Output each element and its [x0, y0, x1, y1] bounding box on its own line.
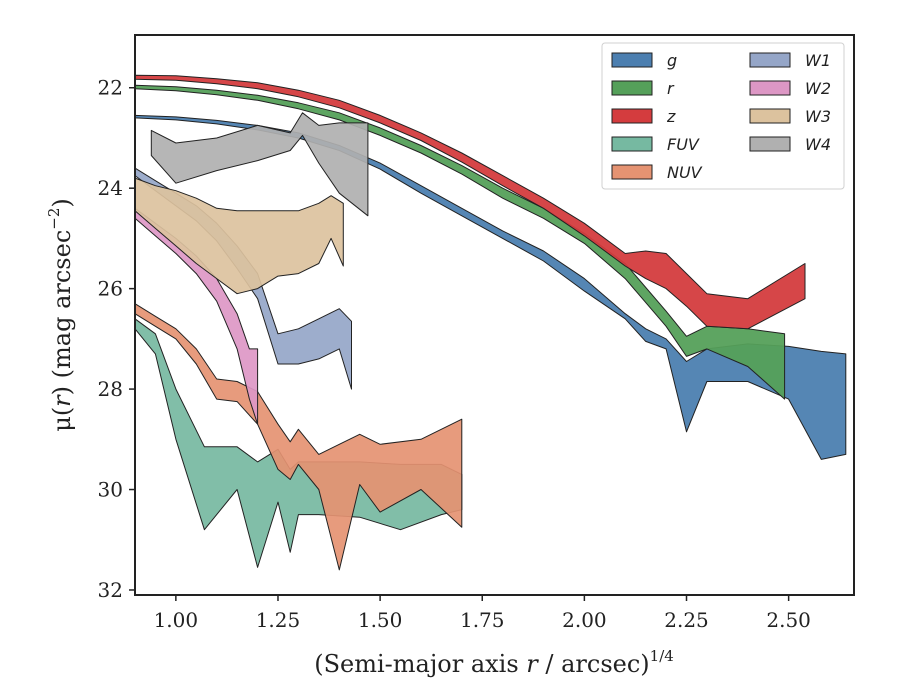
legend-label-w1: W1: [805, 51, 831, 70]
band-w3: [134, 177, 344, 295]
legend-label-g: g: [667, 51, 677, 70]
y-tick-label: 32: [98, 578, 123, 602]
legend-swatch-nuv: [611, 164, 653, 180]
band-w4: [150, 112, 369, 217]
legend-swatch-w1: [749, 52, 791, 68]
x-tick-label: 2.25: [664, 608, 709, 632]
legend-label-z: z: [666, 107, 676, 126]
x-tick-label: 1.75: [460, 608, 505, 632]
legend-swatch-w2: [749, 80, 791, 96]
band-g: [134, 114, 847, 460]
x-tick-label: 2.50: [766, 608, 811, 632]
legend-label-r: r: [667, 79, 675, 98]
y-tick-label: 28: [98, 377, 123, 401]
legend-label-nuv: NUV: [667, 163, 703, 182]
x-tick-label: 1.25: [256, 608, 301, 632]
band-z: [134, 74, 806, 330]
x-tick-label: 1.00: [154, 608, 199, 632]
legend-swatch-r: [611, 80, 653, 96]
x-tick-label: 1.50: [358, 608, 403, 632]
band-nuv: [134, 303, 463, 571]
legend: grz FUV NUV W1 W2 W3 W4: [601, 42, 845, 190]
legend-swatch-fuv: [611, 136, 653, 152]
y-tick-label: 24: [98, 176, 123, 200]
legend-swatch-z: [611, 108, 653, 124]
y-axis-label: μ(r) (mag arcsec−2): [45, 198, 76, 432]
legend-label-w3: W3: [805, 107, 831, 126]
legend-label-fuv: FUV: [667, 135, 700, 154]
y-axis-ticks: 22 24 26 28 30 32: [98, 76, 135, 602]
x-tick-label: 2.00: [562, 608, 607, 632]
x-axis-ticks: 1.00 1.25 1.50 1.75 2.00 2.25 2.50: [154, 595, 811, 632]
legend-label-w2: W2: [805, 79, 831, 98]
y-tick-label: 26: [98, 277, 123, 301]
legend-box: [601, 42, 845, 190]
legend-label-w4: W4: [805, 135, 831, 154]
profile-bands: [134, 74, 847, 571]
plot-frame: [134, 34, 855, 596]
x-axis-label: (Semi-major axis r / arcsec)1/4: [314, 647, 674, 678]
y-tick-label: 30: [98, 478, 123, 502]
y-tick-label: 22: [98, 76, 123, 100]
legend-swatch-w4: [749, 136, 791, 152]
legend-swatch-w3: [749, 108, 791, 124]
legend-swatch-g: [611, 52, 653, 68]
